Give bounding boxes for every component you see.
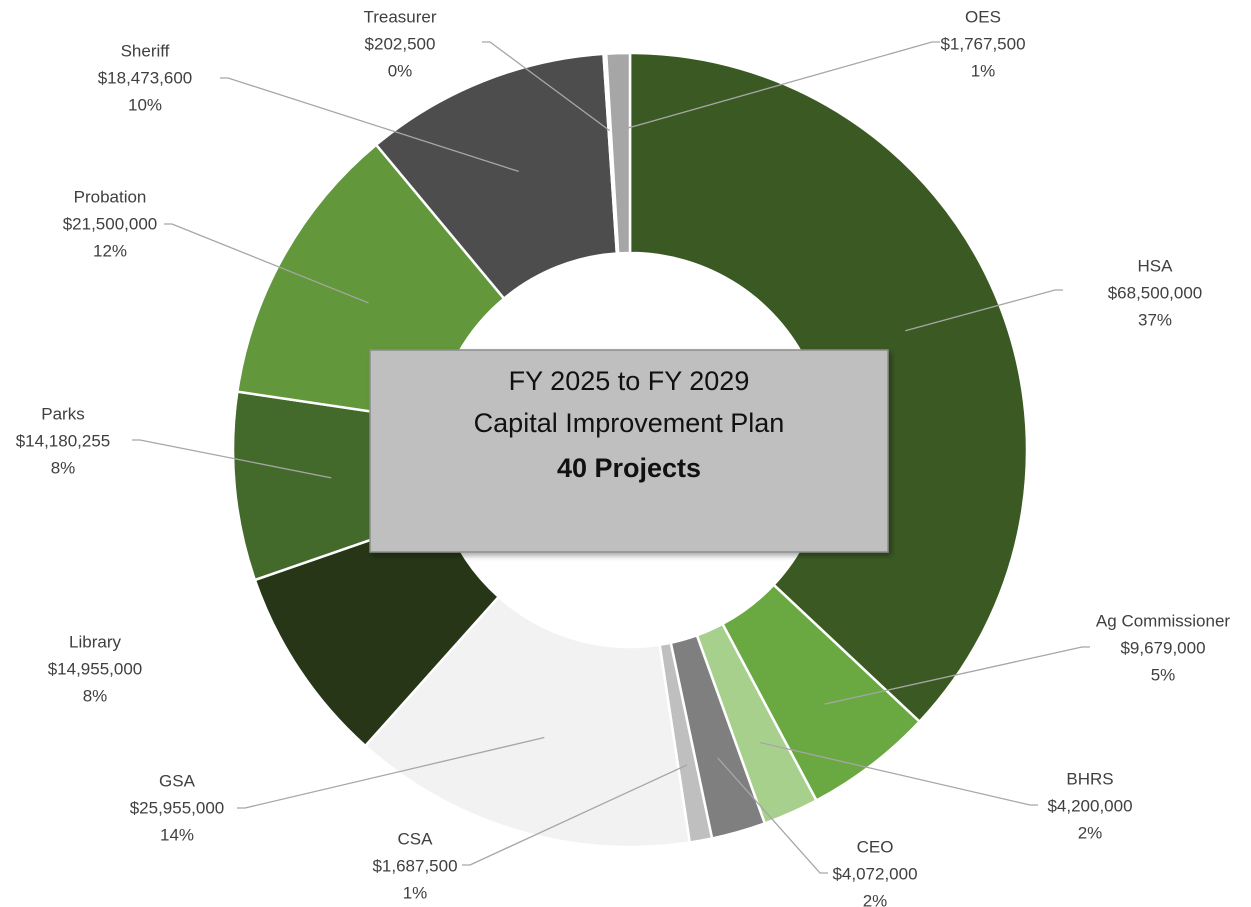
leader-line — [717, 757, 828, 874]
category-label: OES — [965, 7, 1001, 26]
value-label: $21,500,000 — [63, 214, 158, 233]
value-label: $25,955,000 — [130, 798, 225, 817]
category-label: CSA — [398, 829, 434, 848]
percent-label: 8% — [51, 458, 76, 477]
category-label: Sheriff — [121, 41, 170, 60]
value-label: $14,955,000 — [48, 659, 143, 678]
category-label: GSA — [159, 771, 196, 790]
category-label: HSA — [1138, 256, 1174, 275]
percent-label: 2% — [1078, 823, 1103, 842]
center-line: FY 2025 to FY 2029 — [509, 366, 750, 396]
leader-line — [482, 41, 611, 132]
leader-line — [759, 741, 1038, 806]
slices — [231, 51, 1029, 849]
percent-label: 10% — [128, 95, 162, 114]
value-label: $9,679,000 — [1120, 638, 1205, 657]
value-label: $202,500 — [365, 34, 436, 53]
leader-line — [164, 223, 369, 304]
percent-label: 5% — [1151, 665, 1176, 684]
leader-line — [237, 736, 545, 809]
center-line: 40 Projects — [557, 453, 701, 483]
leader-line — [220, 77, 519, 173]
category-label: Ag Commissioner — [1096, 611, 1230, 630]
percent-label: 0% — [388, 61, 413, 80]
category-label: Treasurer — [363, 7, 436, 26]
category-label: Probation — [74, 187, 147, 206]
value-label: $14,180,255 — [16, 431, 111, 450]
percent-label: 2% — [863, 891, 888, 907]
labels: HSA $68,500,000 37% Ag Commissioner $9,679,0… — [16, 7, 1231, 907]
center-line: Capital Improvement Plan — [474, 408, 785, 438]
leader-line — [462, 764, 688, 866]
value-label: $68,500,000 — [1108, 283, 1203, 302]
leader-line — [132, 439, 332, 479]
leader-line — [905, 289, 1063, 332]
value-label: $18,473,600 — [98, 68, 193, 87]
category-label: Library — [69, 632, 121, 651]
leader-line — [620, 41, 940, 131]
value-label: $4,200,000 — [1047, 796, 1132, 815]
category-label: BHRS — [1066, 769, 1113, 788]
value-label: $4,072,000 — [832, 864, 917, 883]
category-label: CEO — [857, 837, 894, 856]
leader-line — [824, 646, 1090, 705]
value-label: $1,767,500 — [940, 34, 1025, 53]
percent-label: 1% — [403, 883, 428, 902]
center-box — [369, 349, 889, 553]
value-label: $1,687,500 — [372, 856, 457, 875]
percent-label: 8% — [83, 686, 108, 705]
slice — [363, 595, 692, 849]
percent-label: 12% — [93, 241, 127, 260]
slice — [604, 51, 632, 255]
percent-label: 1% — [971, 61, 996, 80]
category-label: Parks — [41, 404, 84, 423]
percent-label: 37% — [1138, 310, 1172, 329]
percent-label: 14% — [160, 825, 194, 844]
